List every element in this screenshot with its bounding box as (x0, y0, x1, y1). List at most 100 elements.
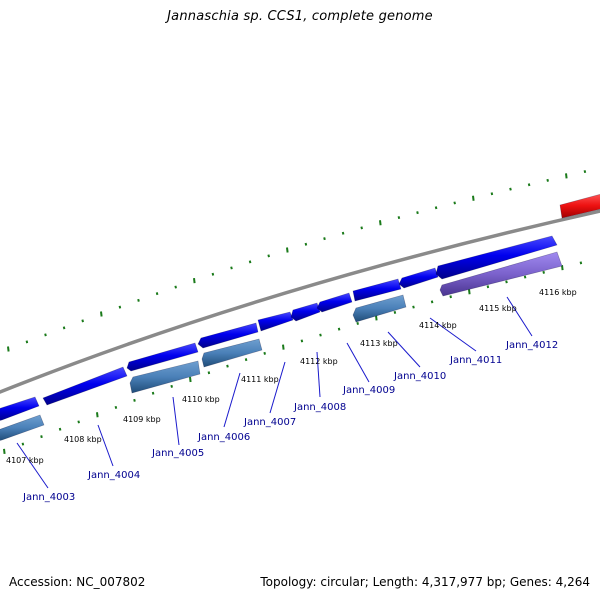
scale-label: 4109 kbp (123, 415, 161, 424)
gene-track (0, 193, 600, 441)
tick-mark (323, 237, 326, 241)
gene-arrow[interactable] (398, 267, 439, 289)
genome-title: Jannaschia sp. CCS1, complete genome (167, 9, 433, 24)
gene-label[interactable]: Jann_4006 (197, 432, 250, 443)
gene-callout-line (346, 342, 370, 383)
tick-mark (40, 435, 43, 439)
gene-arrow[interactable] (290, 302, 321, 322)
tick-mark (193, 277, 196, 284)
gene-label[interactable]: Jann_4004 (87, 470, 140, 481)
gene-arrow[interactable] (559, 193, 600, 219)
gene-arrow[interactable] (435, 235, 558, 280)
gene-arrow[interactable] (352, 294, 407, 323)
tick-mark (356, 321, 359, 325)
tick-mark (151, 391, 155, 395)
gene-arrow[interactable] (129, 360, 201, 394)
inner-tick-track (3, 261, 583, 455)
tick-mark (230, 266, 233, 270)
gene-label[interactable]: Jann_4007 (243, 417, 296, 428)
tick-mark (300, 339, 304, 343)
tick-mark (77, 420, 80, 424)
gene-arrow[interactable] (439, 251, 563, 297)
tick-mark (44, 333, 47, 337)
gene-arrow[interactable] (352, 278, 402, 302)
tick-mark (434, 206, 438, 210)
tick-mark (375, 315, 378, 321)
gene-callout-line (172, 396, 180, 446)
gene-label[interactable]: Jann_4003 (22, 492, 75, 503)
topology-text: Topology: circular; Length: 4,317,977 bp… (260, 575, 590, 589)
tick-mark (267, 254, 270, 258)
scale-label: 4114 kbp (419, 321, 457, 330)
scale-label: 4108 kbp (64, 435, 102, 444)
tick-mark (25, 340, 29, 344)
gene-label[interactable]: Jann_4005 (151, 448, 204, 459)
tick-mark (133, 398, 136, 402)
tick-mark (286, 247, 289, 253)
scale-label: 4107 kbp (6, 456, 44, 465)
gene-arrow[interactable] (197, 322, 259, 349)
gene-label[interactable]: Jann_4009 (342, 385, 395, 396)
tick-mark (453, 201, 456, 205)
tick-mark (542, 270, 545, 274)
tick-mark (341, 231, 345, 235)
tick-mark (118, 305, 122, 309)
gene-label[interactable]: Jann_4011 (449, 355, 502, 366)
tick-mark (416, 211, 419, 215)
genome-backbone (0, 209, 600, 394)
tick-mark (412, 305, 415, 309)
tick-mark (81, 319, 84, 323)
tick-mark (155, 292, 159, 296)
gene-arrow[interactable] (0, 414, 45, 441)
tick-mark (207, 371, 211, 375)
gene-arrow[interactable] (126, 342, 199, 372)
scale-label: 4116 kbp (539, 288, 577, 297)
tick-mark (170, 384, 173, 388)
tick-mark (211, 272, 215, 276)
gene-callout-line (97, 424, 114, 467)
gene-arrow[interactable] (201, 338, 263, 368)
tick-mark (397, 216, 401, 220)
tick-mark (100, 311, 103, 317)
scale-labels: 4107 kbp 4108 kbp 4109 kbp 4110 kbp 4111 kbp… (6, 288, 577, 465)
gene-callout-line (316, 351, 321, 398)
outer-tick-track (7, 170, 587, 352)
gene-callout-line (387, 331, 421, 368)
gene-callout-line (429, 317, 477, 352)
scale-label: 4111 kbp (241, 375, 279, 384)
tick-mark (263, 351, 266, 355)
tick-mark (527, 183, 531, 187)
gene-callout-line (506, 296, 533, 337)
gene-arrow[interactable] (316, 292, 353, 313)
tick-mark (449, 295, 452, 299)
scale-label: 4115 kbp (479, 304, 517, 313)
tick-mark (189, 376, 192, 383)
gene-label[interactable]: Jann_4008 (293, 402, 346, 413)
tick-mark (579, 261, 583, 265)
tick-mark (561, 264, 564, 271)
gene-label[interactable]: Jann_4010 (393, 371, 446, 382)
tick-mark (58, 427, 62, 431)
tick-mark (523, 275, 527, 279)
tick-mark (393, 310, 397, 314)
tick-mark (430, 300, 434, 304)
tick-mark (472, 195, 475, 201)
gene-callout-line (269, 361, 286, 414)
tick-mark (7, 346, 10, 352)
tick-mark (546, 178, 549, 182)
gene-arrow[interactable] (0, 396, 40, 421)
tick-mark (583, 170, 587, 174)
tick-mark (360, 226, 363, 230)
gene-label[interactable]: Jann_4012 (505, 340, 558, 351)
tick-mark (282, 344, 285, 350)
tick-mark (304, 242, 308, 246)
tick-mark (379, 220, 382, 226)
tick-mark (174, 285, 177, 289)
tick-mark (509, 187, 512, 191)
gene-callout-line (223, 372, 241, 428)
gene-arrow[interactable] (257, 311, 294, 332)
gene-arrow[interactable] (42, 366, 128, 406)
tick-mark (505, 280, 508, 284)
tick-mark (319, 333, 322, 337)
